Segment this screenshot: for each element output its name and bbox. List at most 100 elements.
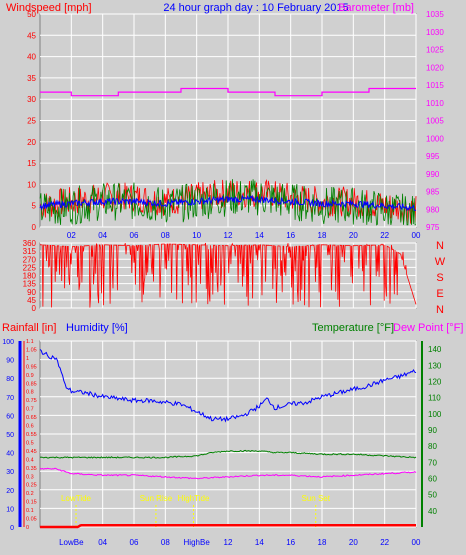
humidity-y-tick-label: 60 [6, 413, 14, 420]
rain-x-tick-label: 14 [255, 538, 264, 547]
rainfall-y-tick-label: 0.15 [26, 500, 37, 506]
humidity-y-tick-label: 30 [6, 469, 14, 476]
rain-humidity-temp-panel: Rainfall [in] Humidity [%] Temperature [… [2, 322, 463, 547]
wind-y-tick-label: 20 [27, 138, 36, 147]
humidity-y-tick-label: 90 [6, 358, 14, 365]
wind-average-line [39, 194, 417, 212]
temperature-y-tick-label: 40 [428, 507, 437, 516]
rain-x-ticks: LowBe 04 06 08 HighBe 12 14 16 18 20 22 00 [59, 538, 421, 547]
humidity-y-tick-label: 70 [6, 395, 14, 402]
rainfall-y-tick-label: 1.05 [26, 347, 37, 353]
rainfall-y-tick-label: 1.1 [26, 339, 34, 345]
wind-x-tick-label: 00 [412, 231, 421, 240]
humidity-y-tick-label: 100 [2, 339, 14, 346]
compass-label: S [436, 272, 443, 284]
rain-x-tick-label: 04 [98, 538, 107, 547]
temperature-y-tick-label: 90 [428, 426, 437, 435]
barometer-y-tick-label: 985 [426, 188, 440, 197]
wind-x-ticks: 02 04 06 08 10 12 14 16 18 20 22 00 [67, 231, 421, 240]
rain-x-tick-label: 22 [380, 538, 389, 547]
rainfall-y-tick-label: 0.5 [26, 440, 34, 446]
dewpoint-axis-title: Dew Point [°F] [393, 322, 463, 334]
rain-x-tick-label: 12 [224, 538, 233, 547]
direction-y-tick-label: 180 [23, 272, 37, 281]
barometer-line [40, 87, 416, 97]
rain-x-tick-label: 16 [286, 538, 295, 547]
humidity-y-tick-label: 40 [6, 451, 14, 458]
wind-x-tick-label: 06 [130, 231, 139, 240]
barometer-y-tick-label: 1035 [426, 10, 444, 19]
event-marker-label: Sun Set [301, 494, 330, 503]
rainfall-y-tick-label: 0 [26, 525, 29, 531]
temperature-y-tick-label: 130 [428, 361, 442, 370]
rainfall-y-tick-label: 0.3 [26, 474, 34, 480]
wind-x-tick-label: 02 [67, 231, 76, 240]
wind-y-ticks: 0 5 10 15 20 25 30 35 40 45 50 [27, 10, 36, 232]
barometer-y-tick-label: 1005 [426, 117, 444, 126]
barometer-y-tick-label: 1000 [426, 134, 444, 143]
temperature-y-tick-label: 60 [428, 474, 437, 483]
wind-x-tick-label: 14 [255, 231, 264, 240]
rainfall-y-tick-label: 0.95 [26, 364, 37, 370]
wind-x-tick-label: 20 [349, 231, 358, 240]
rainfall-y-tick-label: 0.35 [26, 466, 37, 472]
barometer-y-tick-label: 1025 [426, 46, 444, 55]
wind-x-tick-label: 10 [192, 231, 201, 240]
graph-day-title: 24 hour graph day : 10 February 2015 [163, 2, 348, 14]
wind-grid [40, 13, 417, 228]
compass-label: W [435, 256, 446, 268]
temperature-axis-title: Temperature [°F] [312, 322, 394, 334]
wind-y-tick-label: 50 [27, 10, 36, 19]
wind-series [39, 87, 417, 226]
wind-x-tick-label: 16 [286, 231, 295, 240]
compass-label: N [436, 240, 444, 252]
rainfall-y-tick-label: 0.9 [26, 373, 34, 379]
event-marker-label: HighTide [178, 494, 210, 503]
rainfall-axis-title: Rainfall [in] [2, 322, 56, 334]
barometer-y-ticks: 975 980 985 990 995 1000 1005 1010 1015 1020 1025 1… [426, 10, 444, 232]
humidity-axis-title: Humidity [%] [66, 322, 128, 334]
rainfall-y-tick-label: 1 [26, 356, 29, 362]
humidity-line [39, 348, 417, 423]
wind-x-tick-label: 04 [98, 231, 107, 240]
rainfall-y-tick-label: 0.8 [26, 390, 34, 396]
rain-x-tick-label: LowBe [59, 538, 84, 547]
temperature-y-tick-label: 80 [428, 442, 437, 451]
humidity-y-tick-label: 80 [6, 376, 14, 383]
direction-y-tick-label: 225 [23, 263, 37, 272]
rain-x-tick-label: 06 [130, 538, 139, 547]
wind-x-tick-label: 22 [380, 231, 389, 240]
humidity-y-tick-label: 0 [10, 525, 14, 532]
compass-label: E [436, 288, 443, 300]
barometer-y-tick-label: 1020 [426, 63, 444, 72]
wind-y-tick-label: 45 [27, 31, 36, 40]
direction-y-tick-label: 315 [23, 247, 37, 256]
wind-y-tick-label: 40 [27, 53, 36, 62]
wind-y-tick-label: 35 [27, 74, 36, 83]
rainfall-y-tick-label: 0.55 [26, 432, 37, 438]
barometer-y-tick-label: 1030 [426, 28, 444, 37]
temperature-y-tick-label: 70 [428, 458, 437, 467]
rain-x-tick-label: 08 [161, 538, 170, 547]
compass-label: N [436, 304, 444, 316]
rainfall-y-tick-label: 0.25 [26, 483, 37, 489]
wind-x-tick-label: 18 [318, 231, 327, 240]
barometer-y-tick-label: 1015 [426, 81, 444, 90]
rainfall-y-tick-label: 0.45 [26, 449, 37, 455]
event-marker-label: Sun Rise [140, 494, 173, 503]
rainfall-y-tick-label: 0.85 [26, 381, 37, 387]
barometer-y-tick-label: 1010 [426, 99, 444, 108]
rainfall-y-tick-label: 0.1 [26, 508, 34, 514]
rain-x-tick-label: HighBe [184, 538, 211, 547]
rainfall-y-tick-label: 0.2 [26, 491, 34, 497]
rain-grid [40, 340, 417, 528]
rainfall-y-tick-label: 0.05 [26, 517, 37, 523]
wind-x-tick-label: 12 [224, 231, 233, 240]
rainfall-y-tick-label: 0.65 [26, 415, 37, 421]
direction-y-tick-label: 0 [32, 304, 37, 313]
rain-axes: 0 10 20 30 40 50 60 70 80 90 100 0 0.05 0.1 0.15 0.2 0.2… [2, 339, 442, 532]
